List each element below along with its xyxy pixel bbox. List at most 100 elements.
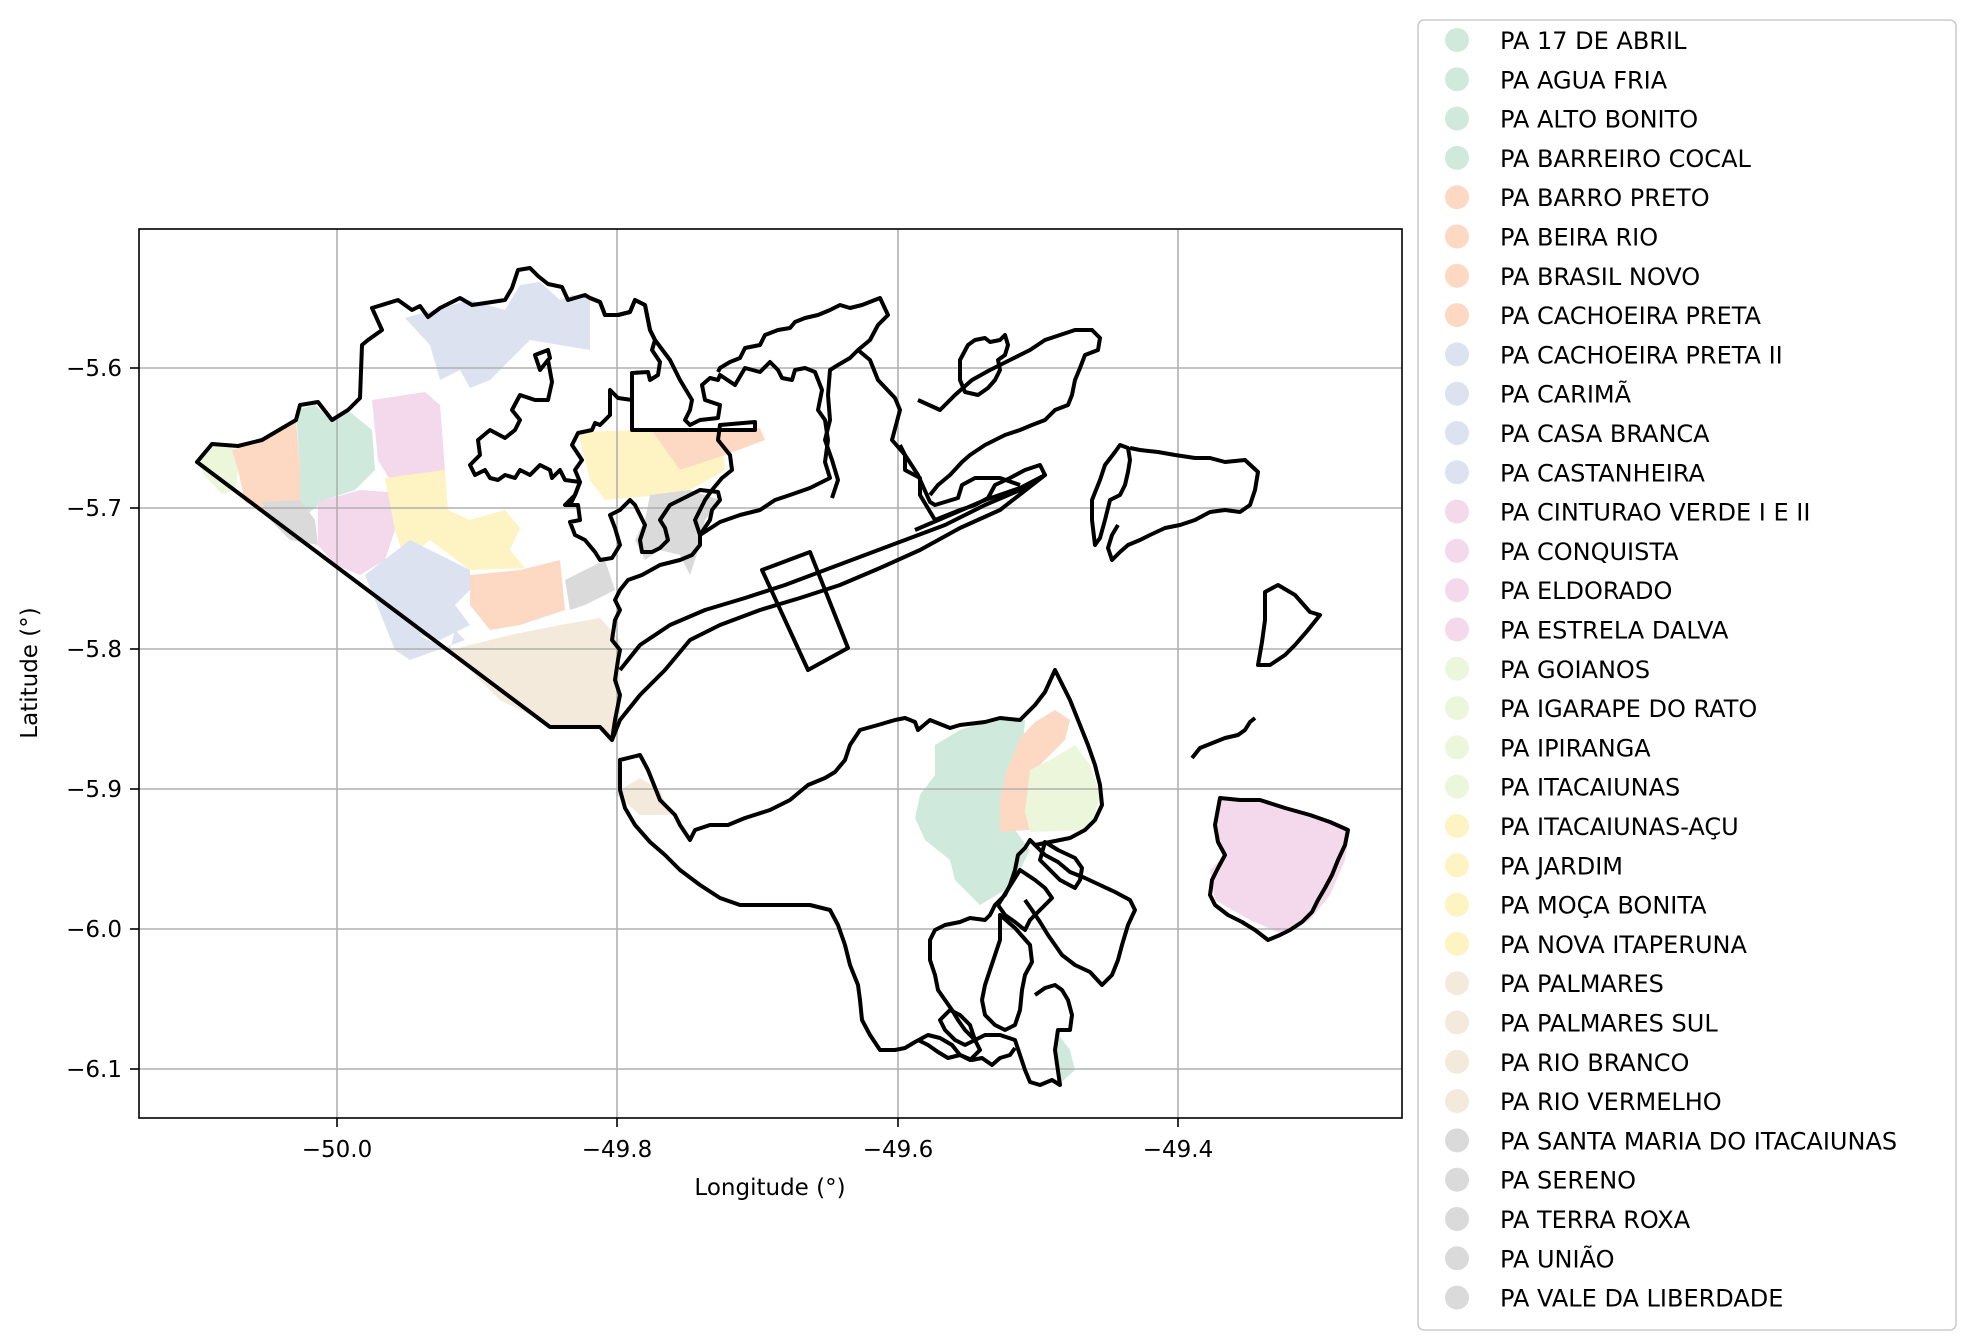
legend-marker bbox=[1445, 342, 1469, 367]
plot-area bbox=[139, 229, 1402, 1118]
y-tick-label: −5.9 bbox=[66, 777, 122, 803]
legend-label: PA CACHOEIRA PRETA bbox=[1500, 302, 1762, 330]
region-blue-sw bbox=[365, 540, 470, 660]
legend: PA 17 DE ABRIL PA AGUA FRIA PA ALTO BONITO… bbox=[1417, 19, 1957, 1331]
outline-south-bottom bbox=[917, 1038, 1017, 1067]
legend-label: PA VALE DA LIBERDADE bbox=[1500, 1285, 1783, 1313]
legend-label: PA ITACAIUNAS bbox=[1500, 774, 1680, 802]
outline-far-east-small bbox=[1256, 583, 1322, 667]
legend-label: PA BARREIRO COCAL bbox=[1500, 145, 1751, 173]
y-tick-label: −5.8 bbox=[66, 637, 122, 663]
legend-label: PA CACHOEIRA PRETA II bbox=[1500, 341, 1783, 369]
outline-east-strip bbox=[1190, 716, 1257, 760]
legend-label: PA BEIRA RIO bbox=[1500, 224, 1658, 252]
x-tick-label: −50.0 bbox=[302, 1137, 372, 1163]
outline-east-long bbox=[1106, 446, 1260, 562]
legend-marker bbox=[1445, 1089, 1469, 1114]
legend-marker bbox=[1445, 67, 1469, 92]
legend-label: PA CONQUISTA bbox=[1500, 538, 1679, 566]
legend-label: PA TERRA ROXA bbox=[1500, 1206, 1691, 1234]
legend-label: PA RIO BRANCO bbox=[1500, 1049, 1689, 1077]
legend-marker bbox=[1445, 499, 1469, 524]
outline-southeast-inner1 bbox=[996, 868, 1054, 932]
legend-label: PA PALMARES SUL bbox=[1500, 1010, 1718, 1038]
legend-label: PA BRASIL NOVO bbox=[1500, 263, 1700, 291]
region-green-se bbox=[915, 720, 1030, 905]
legend-marker bbox=[1445, 1246, 1469, 1271]
outline-southeast-inner3 bbox=[980, 913, 1034, 1032]
legend-marker bbox=[1445, 1207, 1469, 1231]
legend-marker bbox=[1445, 28, 1469, 52]
legend-marker bbox=[1445, 538, 1469, 563]
legend-label: PA CASTANHEIRA bbox=[1500, 459, 1706, 487]
legend-marker bbox=[1445, 145, 1469, 170]
outline-north-middle bbox=[716, 296, 890, 499]
legend-marker bbox=[1445, 1128, 1469, 1153]
y-tick-label: −5.6 bbox=[66, 356, 122, 382]
plot-frame bbox=[138, 228, 1403, 1119]
outline-south-block bbox=[974, 983, 1074, 1087]
outline-corridor bbox=[610, 473, 1047, 741]
outline-southeast-mid bbox=[1023, 843, 1137, 987]
legend-box bbox=[1417, 19, 1957, 1331]
outline-tilted-rectangle bbox=[760, 550, 850, 672]
y-tick-label: −6.0 bbox=[66, 917, 122, 943]
legend-marker bbox=[1445, 696, 1469, 721]
x-tick-label: −49.4 bbox=[1143, 1137, 1213, 1163]
legend-marker bbox=[1445, 224, 1469, 249]
legend-marker bbox=[1445, 1167, 1469, 1192]
x-tick-labels: −50.0 −49.8 −49.6 −49.4 bbox=[302, 1137, 1213, 1163]
y-tick-labels: −5.6 −5.7 −5.8 −5.9 −6.0 −6.1 bbox=[66, 356, 122, 1083]
legend-marker bbox=[1445, 892, 1469, 917]
outline-western-region bbox=[195, 266, 722, 742]
outline-north-irregular bbox=[917, 328, 1102, 497]
y-axis-title: Latitude (°) bbox=[17, 607, 43, 738]
x-tick-label: −49.6 bbox=[863, 1137, 933, 1163]
region-gray-west bbox=[262, 500, 318, 545]
outline-southeast-main bbox=[618, 668, 1104, 1062]
legend-marker bbox=[1445, 381, 1469, 406]
legend-marker bbox=[1445, 421, 1469, 445]
legend-marker bbox=[1445, 460, 1469, 485]
x-tick-label: −49.8 bbox=[582, 1137, 652, 1163]
legend-marker bbox=[1445, 106, 1469, 131]
region-orange-west bbox=[232, 420, 300, 514]
region-beige-bottom bbox=[615, 778, 670, 815]
legend-label: PA UNIÃO bbox=[1500, 1243, 1614, 1273]
region-orange-se bbox=[1000, 710, 1070, 832]
legend-label: PA PALMARES bbox=[1500, 970, 1664, 998]
legend-marker bbox=[1445, 735, 1469, 760]
legend-marker bbox=[1445, 853, 1469, 878]
legend-marker bbox=[1445, 814, 1469, 838]
legend-label: PA ITACAIUNAS-AÇU bbox=[1500, 813, 1739, 841]
legend-label: PA SANTA MARIA DO ITACAIUNAS bbox=[1500, 1127, 1897, 1155]
outline-northeast-block bbox=[1090, 443, 1132, 547]
legend-label: PA IGARAPE DO RATO bbox=[1500, 695, 1757, 723]
outline-corridor-north bbox=[856, 348, 1047, 532]
legend-marker bbox=[1445, 774, 1469, 799]
legend-label: PA ESTRELA DALVA bbox=[1500, 617, 1729, 645]
legend-label: PA ELDORADO bbox=[1500, 577, 1672, 605]
legend-label: PA BARRO PRETO bbox=[1500, 184, 1710, 212]
settlement-regions bbox=[197, 282, 1350, 1085]
legend-marker bbox=[1445, 185, 1469, 210]
legend-marker bbox=[1445, 656, 1469, 681]
legend-marker bbox=[1445, 1049, 1469, 1074]
legend-label: PA ALTO BONITO bbox=[1500, 106, 1698, 134]
outline-north-cluster bbox=[958, 333, 1010, 397]
boundary-outlines bbox=[195, 266, 1350, 1087]
region-orange-north-east bbox=[650, 428, 765, 470]
legend-label: PA JARDIM bbox=[1500, 852, 1623, 880]
legend-label: PA CINTURAO VERDE I E II bbox=[1500, 499, 1810, 527]
legend-label: PA SERENO bbox=[1500, 1167, 1636, 1195]
outline-inner-cutout bbox=[568, 481, 582, 506]
region-gray-center bbox=[565, 560, 615, 610]
legend-marker bbox=[1445, 578, 1469, 603]
legend-label: PA RIO VERMELHO bbox=[1500, 1088, 1722, 1116]
region-green-west bbox=[296, 405, 375, 520]
region-lime-far-west bbox=[197, 446, 238, 494]
legend-marker bbox=[1445, 971, 1469, 996]
legend-marker bbox=[1445, 263, 1469, 288]
legend-label: PA CASA BRANCA bbox=[1500, 420, 1710, 448]
